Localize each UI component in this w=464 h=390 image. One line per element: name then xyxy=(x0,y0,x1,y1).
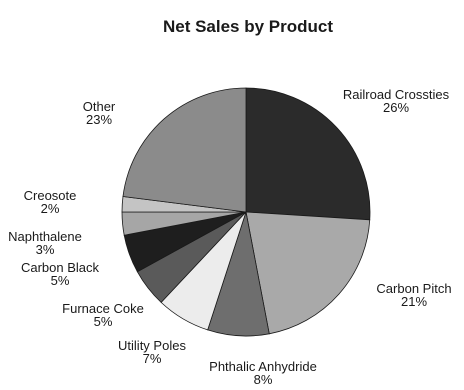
slice-label: Carbon Black xyxy=(21,260,100,275)
slice-label: Carbon Pitch xyxy=(376,281,451,296)
slice-label: Creosote xyxy=(24,188,77,203)
slice-value-label: 8% xyxy=(254,372,273,387)
slice-label: Phthalic Anhydride xyxy=(209,359,317,374)
slice-value-label: 26% xyxy=(383,100,409,115)
slice-label: Utility Poles xyxy=(118,338,186,353)
pie-slice-other xyxy=(122,87,247,213)
slice-label: Other xyxy=(83,99,116,114)
slice-value-label: 5% xyxy=(51,273,70,288)
chart-title: Net Sales by Product xyxy=(163,17,333,36)
slice-value-label: 2% xyxy=(41,201,60,216)
slice-value-label: 5% xyxy=(94,314,113,329)
pie-slice-railroad-crossties xyxy=(245,87,371,221)
pie-slice-carbon-pitch xyxy=(245,211,371,335)
slice-value-label: 3% xyxy=(36,242,55,257)
slice-value-label: 7% xyxy=(143,351,162,366)
slice-label: Railroad Crossties xyxy=(343,87,450,102)
slice-label: Naphthalene xyxy=(8,229,82,244)
slice-label: Furnace Coke xyxy=(62,301,144,316)
slice-value-label: 23% xyxy=(86,112,112,127)
slice-value-label: 21% xyxy=(401,294,427,309)
